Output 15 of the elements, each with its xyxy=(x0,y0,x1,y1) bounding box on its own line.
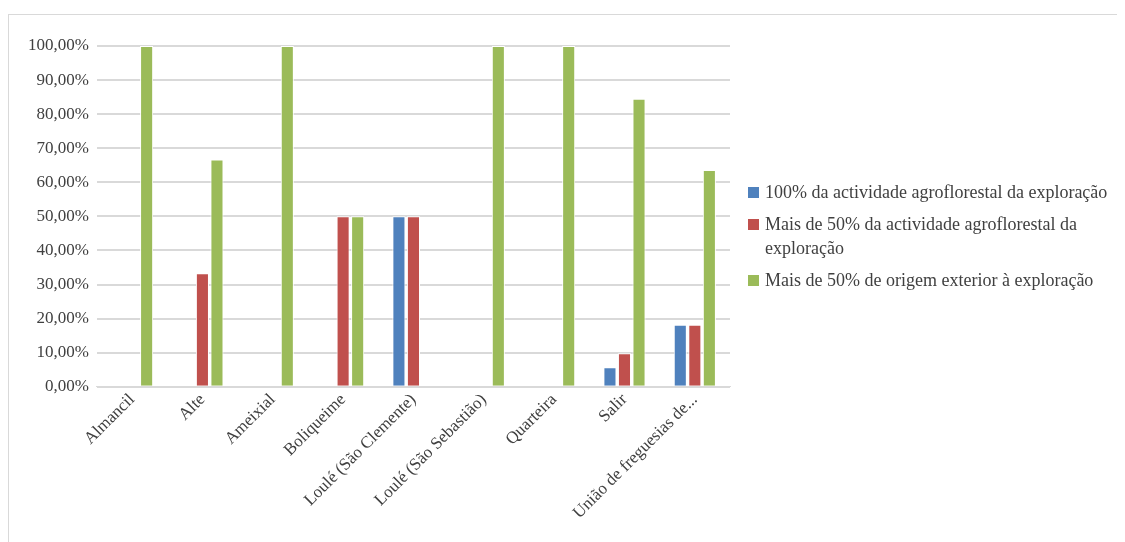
y-tick-label: 70,00% xyxy=(36,137,89,157)
y-tick-label: 0,00% xyxy=(44,376,89,396)
y-tick-label: 60,00% xyxy=(36,171,89,191)
legend-label: 100% da actividade agroflorestal da exploração xyxy=(765,181,1108,204)
y-tick-label: 100,00% xyxy=(27,35,89,55)
y-tick-label: 40,00% xyxy=(36,239,89,259)
y-tick-label: 10,00% xyxy=(36,342,89,362)
y-tick-label: 80,00% xyxy=(36,103,89,123)
x-tick-label: Alte xyxy=(174,389,209,424)
y-tick-label: 50,00% xyxy=(36,205,89,225)
legend-label: Mais de 50% da actividade agroflorestal da exploração xyxy=(765,213,1078,260)
legend-label: Mais de 50% de origem exterior à exploração xyxy=(765,269,1094,292)
y-tick-label: 90,00% xyxy=(36,69,89,89)
y-tick-label: 20,00% xyxy=(36,308,89,328)
y-tick-label: 30,00% xyxy=(36,273,89,293)
